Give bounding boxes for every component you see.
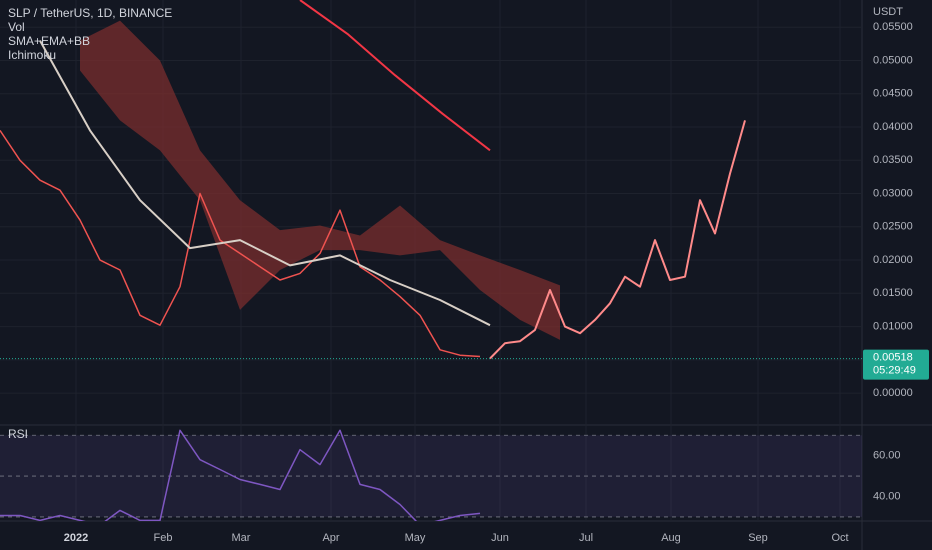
x-tick-label: Jul	[579, 532, 593, 544]
x-tick-label: Feb	[154, 532, 173, 544]
y-tick-label: 0.00000	[873, 387, 913, 399]
y-tick-label: 0.02500	[873, 221, 913, 233]
y-tick-label: 0.03500	[873, 154, 913, 166]
y-tick-label: 0.01500	[873, 287, 913, 299]
x-tick-label: May	[405, 532, 426, 544]
ichimoku-cloud	[80, 20, 560, 340]
last-price-tag	[863, 349, 929, 380]
title: SLP / TetherUS, 1D, BINANCE	[8, 6, 172, 20]
rsi-line	[0, 429, 481, 521]
rsi-band	[0, 435, 862, 517]
y-tick-label: 0.04000	[873, 121, 913, 133]
y-tick-label: 0.05500	[873, 21, 913, 33]
indicator: Ichimoku	[8, 48, 56, 62]
rsi-tick-label: 40.00	[873, 490, 901, 502]
y-tick-label: 0.01000	[873, 320, 913, 332]
x-tick-label: 2022	[64, 532, 88, 544]
price-line	[489, 120, 746, 360]
rsi-label: RSI	[8, 427, 28, 441]
rsi-tick-label: 60.00	[873, 450, 901, 462]
y-tick-label: 0.05000	[873, 54, 913, 66]
x-tick-label: Jun	[491, 532, 509, 544]
x-tick-label: Sep	[748, 532, 768, 544]
y-tick-label: 0.04500	[873, 88, 913, 100]
x-tick-label: Mar	[232, 532, 251, 544]
indicator: SMA+EMA+BB	[8, 34, 90, 48]
indicator: Vol	[8, 20, 25, 34]
x-tick-label: Apr	[322, 532, 339, 544]
x-tick-label: Aug	[661, 532, 681, 544]
price-line	[0, 129, 481, 358]
last-price-label: 0.00518	[873, 352, 913, 364]
price-line	[39, 40, 491, 327]
y-tick-label: 0.03000	[873, 187, 913, 199]
x-tick-label: Oct	[831, 532, 848, 544]
price-line	[299, 0, 491, 152]
countdown: 05:29:49	[873, 365, 916, 377]
y-tick-label: 0.02000	[873, 254, 913, 266]
price-unit: USDT	[873, 6, 903, 18]
